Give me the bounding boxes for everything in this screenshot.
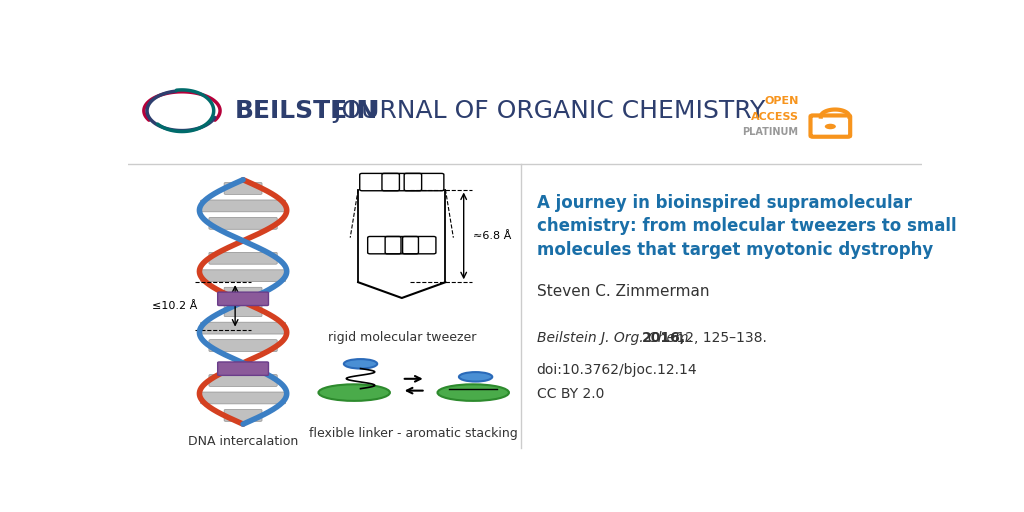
Ellipse shape bbox=[437, 385, 509, 401]
Text: OPEN: OPEN bbox=[764, 96, 799, 106]
Text: doi:10.3762/bjoc.12.14: doi:10.3762/bjoc.12.14 bbox=[537, 363, 697, 377]
Text: ≈6.8 Å: ≈6.8 Å bbox=[473, 231, 512, 241]
FancyBboxPatch shape bbox=[224, 183, 262, 195]
FancyBboxPatch shape bbox=[201, 392, 286, 404]
Text: BEILSTEIN: BEILSTEIN bbox=[236, 99, 379, 123]
Text: CC BY 2.0: CC BY 2.0 bbox=[537, 387, 604, 401]
Circle shape bbox=[824, 124, 836, 129]
FancyBboxPatch shape bbox=[218, 292, 268, 306]
FancyBboxPatch shape bbox=[209, 252, 278, 264]
FancyBboxPatch shape bbox=[224, 305, 262, 316]
Ellipse shape bbox=[459, 372, 493, 381]
Text: 2016,: 2016, bbox=[642, 331, 686, 346]
Ellipse shape bbox=[344, 359, 377, 369]
Text: A journey in bioinspired supramolecular
chemistry: from molecular tweezers to sm: A journey in bioinspired supramolecular … bbox=[537, 194, 956, 259]
Text: flexible linker - aromatic stacking: flexible linker - aromatic stacking bbox=[309, 428, 518, 440]
Text: rigid molecular tweezer: rigid molecular tweezer bbox=[328, 331, 476, 344]
FancyBboxPatch shape bbox=[201, 322, 286, 334]
FancyBboxPatch shape bbox=[209, 339, 278, 351]
FancyBboxPatch shape bbox=[224, 410, 262, 421]
Text: 12, 125–138.: 12, 125–138. bbox=[672, 331, 767, 346]
FancyBboxPatch shape bbox=[218, 362, 268, 375]
Text: ACCESS: ACCESS bbox=[751, 112, 799, 122]
Text: Steven C. Zimmerman: Steven C. Zimmerman bbox=[537, 284, 710, 299]
FancyBboxPatch shape bbox=[209, 375, 278, 387]
FancyBboxPatch shape bbox=[201, 200, 286, 212]
FancyBboxPatch shape bbox=[209, 218, 278, 229]
Text: PLATINUM: PLATINUM bbox=[742, 127, 799, 137]
Text: DNA intercalation: DNA intercalation bbox=[188, 435, 298, 449]
Text: JOURNAL OF ORGANIC CHEMISTRY: JOURNAL OF ORGANIC CHEMISTRY bbox=[327, 99, 766, 123]
Text: ≤10.2 Å: ≤10.2 Å bbox=[152, 301, 198, 311]
Ellipse shape bbox=[318, 385, 390, 401]
FancyBboxPatch shape bbox=[201, 270, 286, 282]
Text: Beilstein J. Org. Chem.: Beilstein J. Org. Chem. bbox=[537, 331, 697, 346]
FancyBboxPatch shape bbox=[224, 287, 262, 299]
